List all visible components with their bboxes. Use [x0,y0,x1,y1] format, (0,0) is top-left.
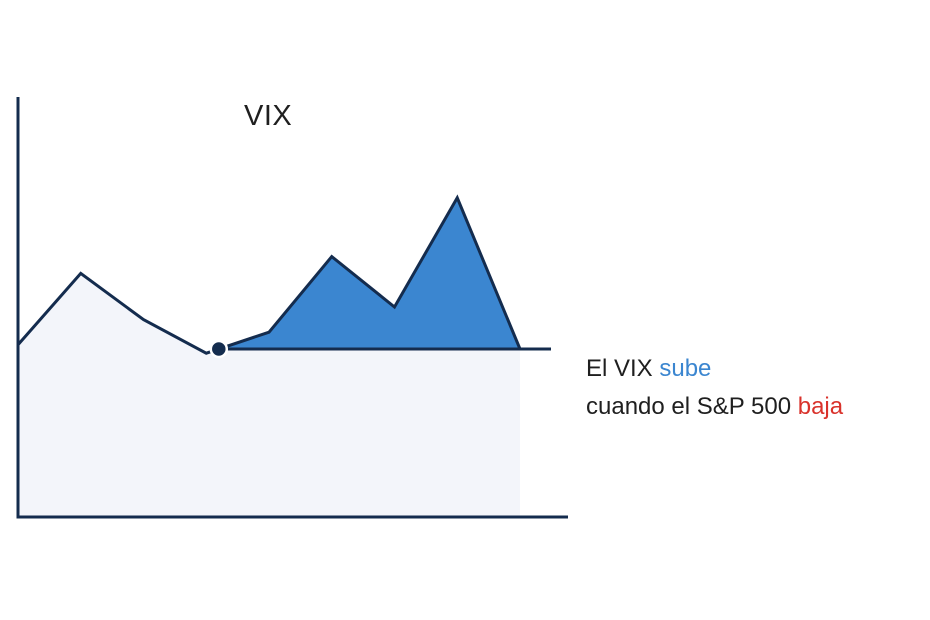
area-fill [18,197,520,518]
annotation-line-1: El VIX sube [586,350,843,388]
annotation-highlight-sube: sube [659,355,712,382]
crossing-marker [209,339,229,359]
vix-series-line [16,194,522,355]
above-reference-fill [218,197,521,349]
chart-annotation: El VIX sube cuando el S&P 500 baja [586,350,843,426]
annotation-line-2-text: cuando el S&P 500 [586,393,798,420]
annotation-highlight-baja: baja [797,393,844,420]
annotation-line-1-text: El VIX [586,355,660,382]
chart-title: VIX [244,100,293,132]
annotation-line-2: cuando el S&P 500 baja [586,388,843,426]
